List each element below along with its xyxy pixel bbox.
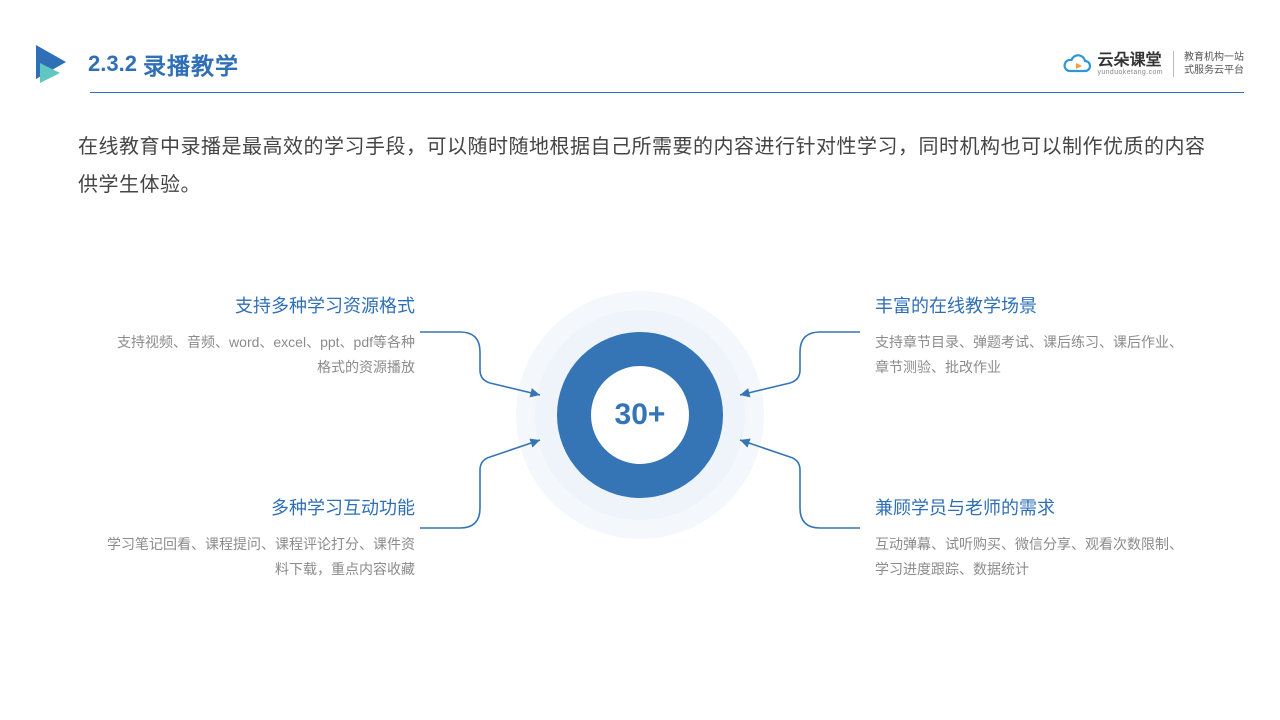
connector-bottom-right (740, 440, 860, 528)
connector-bottom-left (420, 440, 540, 528)
connectors (0, 0, 1280, 720)
connector-top-left (420, 332, 540, 395)
connector-top-right (740, 332, 860, 395)
